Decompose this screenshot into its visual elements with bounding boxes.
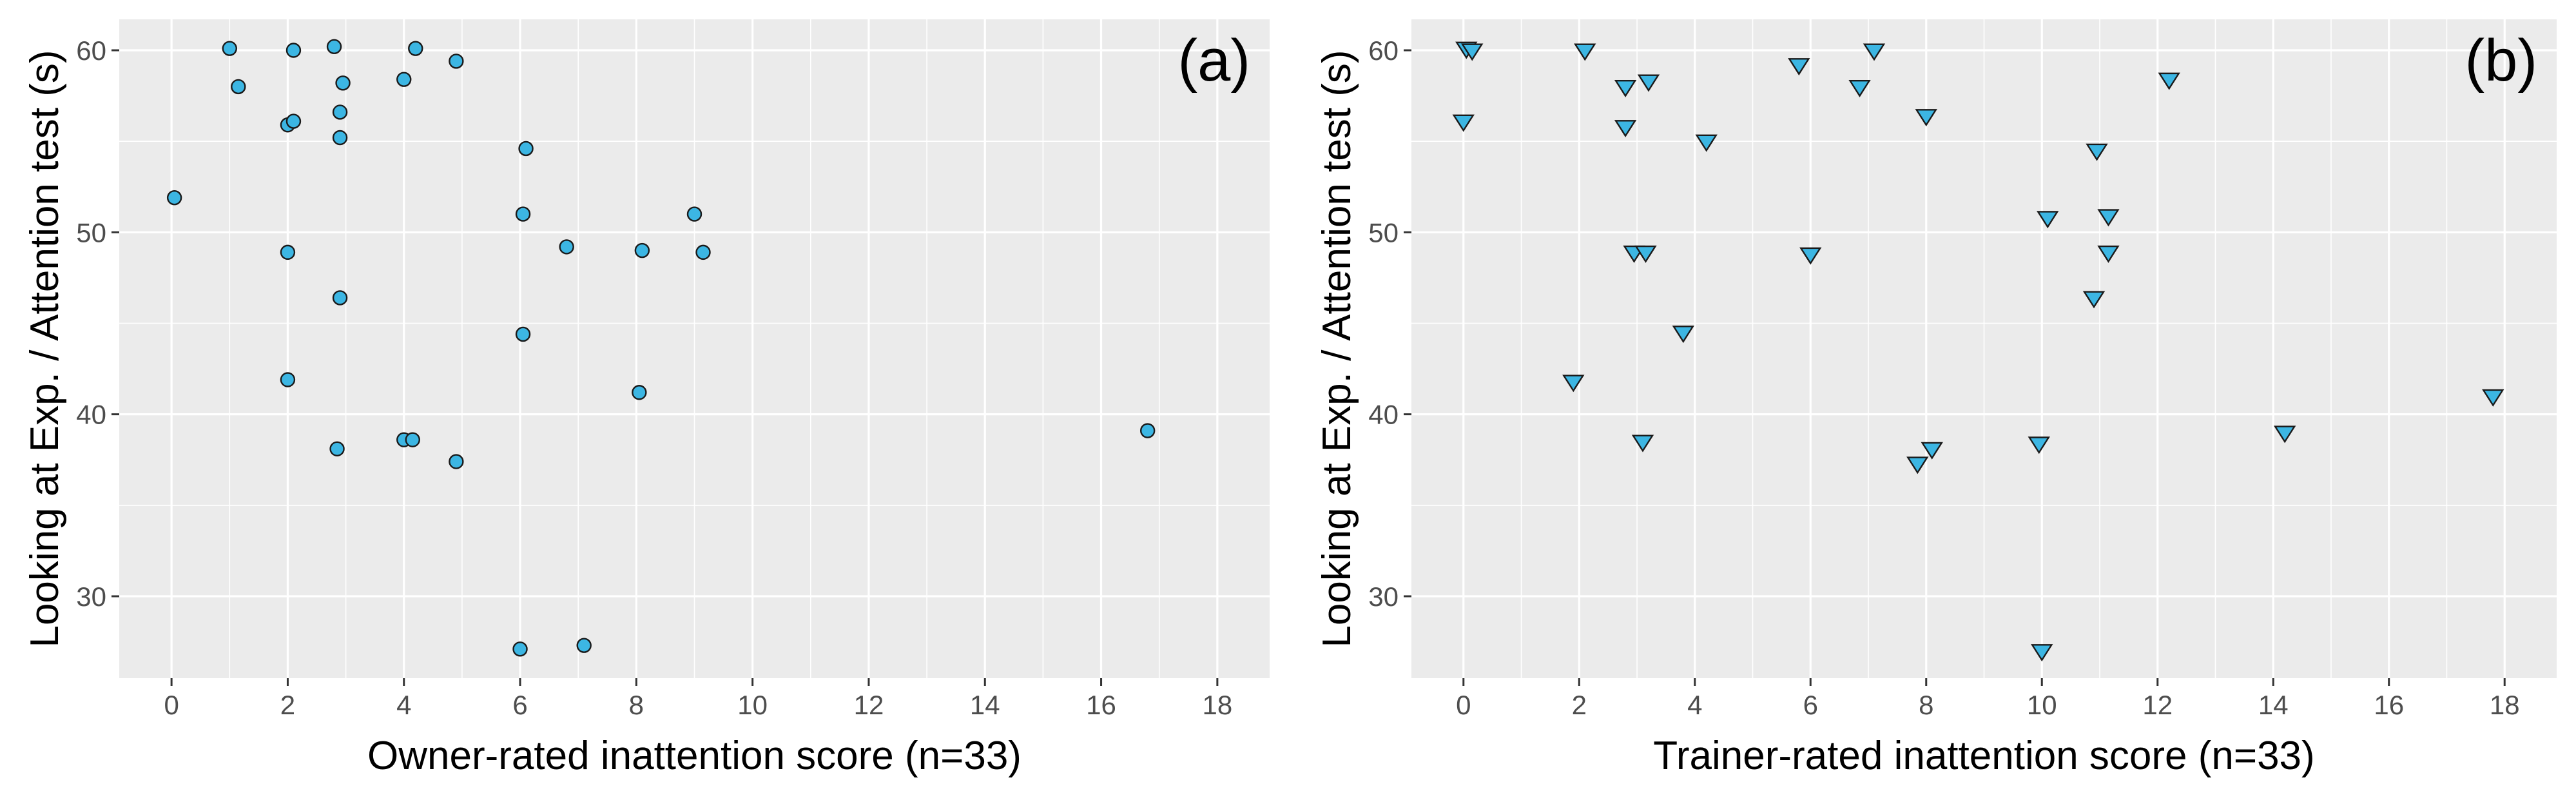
data-point: [1614, 79, 1637, 97]
x-tick-label: 10: [737, 690, 768, 720]
data-point: [1799, 247, 1822, 265]
y-tick-label: 30: [1368, 581, 1399, 612]
data-point: [1695, 134, 1718, 152]
data-point: [1637, 74, 1660, 92]
x-tick-label: 10: [2027, 690, 2057, 720]
data-point: [332, 104, 348, 120]
x-tick-label: 14: [970, 690, 1000, 720]
data-point: [1863, 43, 1886, 61]
x-tick-label: 2: [280, 690, 295, 720]
y-tick-label: 40: [76, 400, 106, 430]
data-point: [335, 75, 351, 91]
data-point: [2274, 425, 2296, 444]
x-tick-label: 8: [1919, 690, 1933, 720]
x-tick-label: 18: [1203, 690, 1233, 720]
data-point: [576, 638, 592, 653]
x-axis-title: Owner-rated inattention score (n=33): [367, 734, 1022, 778]
x-tick-label: 2: [1572, 690, 1587, 720]
data-point: [280, 244, 296, 260]
y-axis-title: Looking at Exp. / Attention test (s): [1315, 50, 1359, 647]
data-point: [1848, 79, 1871, 97]
panel-label: (a): [1178, 28, 1250, 93]
data-point: [2158, 72, 2180, 90]
data-point: [326, 39, 342, 55]
data-point: [518, 141, 534, 157]
data-point: [2097, 245, 2120, 263]
data-point: [286, 113, 302, 129]
data-point: [1921, 442, 1943, 460]
data-point: [2482, 389, 2504, 407]
data-point: [2097, 209, 2120, 227]
data-point: [222, 41, 237, 56]
data-point: [2037, 211, 2059, 229]
data-point: [1634, 245, 1657, 263]
data-point: [1906, 456, 1929, 474]
grid-lines: [1411, 19, 2557, 678]
x-tick-label: 8: [629, 690, 644, 720]
panel-label: (b): [2465, 28, 2537, 93]
x-tick-label: 4: [396, 690, 411, 720]
panel-b-scatter-plot: 0 2 4 6 8 10 12 14 16 18 30 40 50 60 Trainer-rated ina…: [1315, 19, 2557, 778]
data-point: [1461, 43, 1484, 61]
data-point: [231, 79, 246, 95]
x-tick-label: 0: [164, 690, 179, 720]
x-tick-label: 6: [1803, 690, 1818, 720]
x-tick-label: 12: [2142, 690, 2173, 720]
y-tick-label: 30: [76, 581, 106, 612]
data-point: [1452, 114, 1475, 132]
data-point: [408, 41, 423, 56]
data-points: [1452, 41, 2504, 662]
y-tick-label: 50: [76, 217, 106, 248]
y-tick-label: 50: [1368, 217, 1399, 248]
x-tick-label: 0: [1456, 690, 1471, 720]
data-point: [1562, 375, 1585, 393]
data-point: [1788, 58, 1810, 76]
data-point: [2086, 143, 2108, 161]
y-tick-label: 40: [1368, 400, 1399, 430]
data-point: [2031, 644, 2053, 662]
x-tick-label: 14: [2258, 690, 2289, 720]
data-point: [1672, 326, 1694, 344]
x-tick-label: 16: [2374, 690, 2404, 720]
data-point: [515, 326, 531, 342]
data-point: [286, 43, 302, 58]
data-point: [632, 385, 647, 400]
data-point: [512, 641, 528, 657]
x-tick-label: 18: [2490, 690, 2520, 720]
data-point: [449, 454, 464, 469]
x-tick-label: 12: [854, 690, 884, 720]
y-tick-label: 60: [1368, 35, 1399, 66]
data-point: [1631, 435, 1654, 453]
data-point: [396, 72, 412, 87]
grid-lines: [119, 19, 1270, 678]
data-points: [166, 39, 1156, 657]
data-point: [634, 242, 650, 259]
data-point: [405, 432, 420, 447]
data-point: [695, 244, 711, 260]
data-point: [166, 190, 182, 206]
data-point: [280, 372, 296, 387]
x-tick-label: 6: [512, 690, 527, 720]
data-point: [332, 290, 348, 306]
data-point: [2082, 291, 2106, 309]
data-point: [449, 54, 464, 69]
data-point: [332, 130, 348, 146]
x-tick-label: 16: [1086, 690, 1116, 720]
y-axis-title: Looking at Exp. / Attention test (s): [23, 50, 67, 647]
data-point: [2028, 436, 2050, 454]
data-point: [329, 441, 345, 456]
data-point: [686, 206, 702, 222]
panel-a-scatter-plot: 0 2 4 6 8 10 12 14 16 18 30 40 50 60 Owner-rated inatt…: [23, 19, 1270, 778]
data-point: [515, 206, 531, 222]
x-axis-title: Trainer-rated inattention score (n=33): [1653, 734, 2314, 778]
data-point: [559, 239, 574, 255]
x-tick-label: 4: [1687, 690, 1702, 720]
data-point: [1915, 109, 1937, 127]
data-point: [1139, 423, 1156, 438]
data-point: [1574, 43, 1596, 61]
data-point: [1614, 120, 1637, 138]
y-tick-label: 60: [76, 35, 106, 66]
